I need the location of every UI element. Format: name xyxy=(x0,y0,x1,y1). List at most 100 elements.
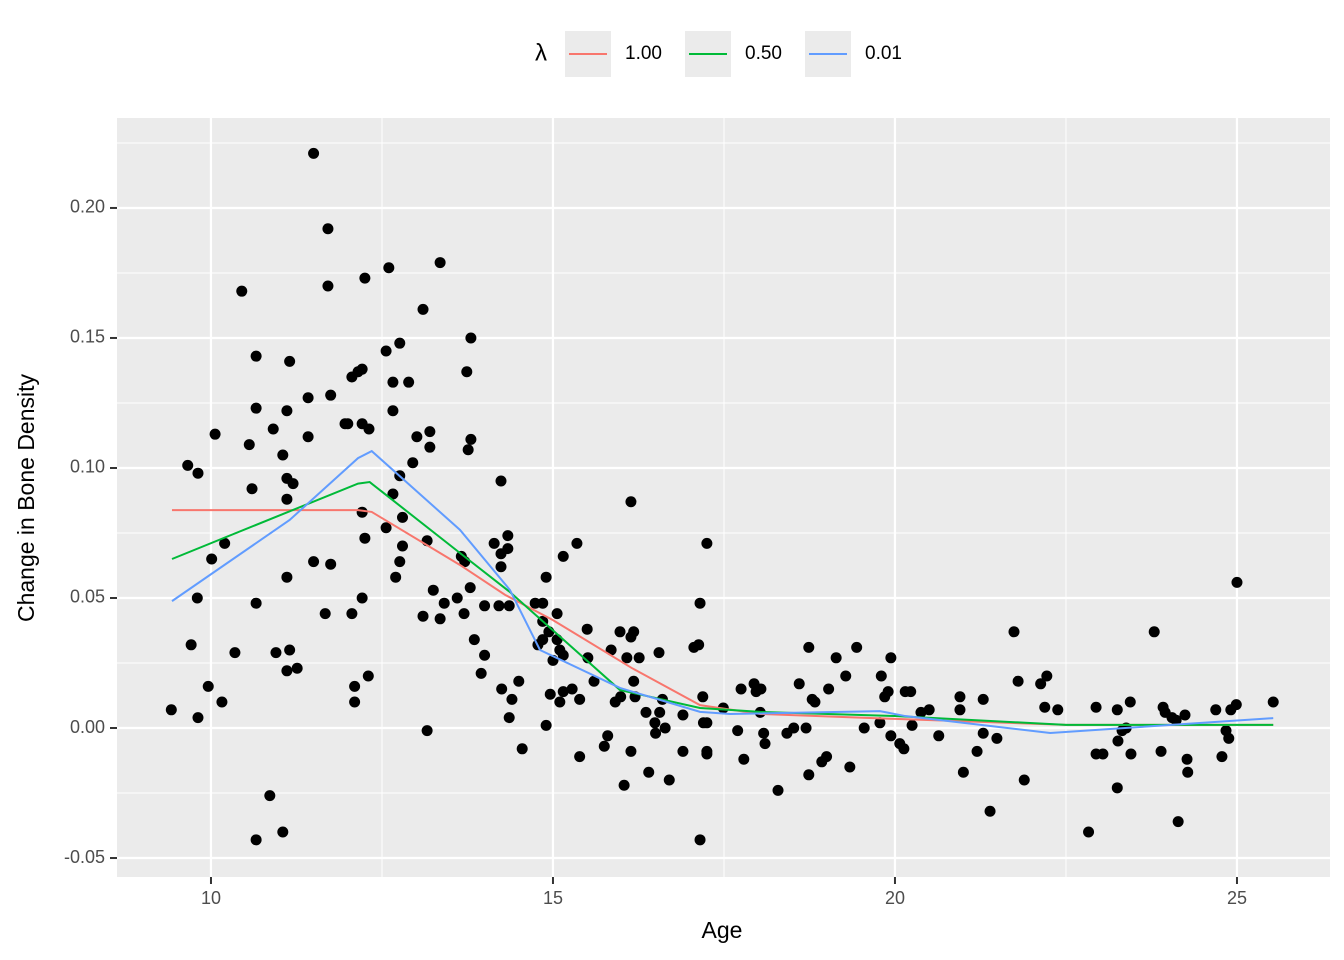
point xyxy=(363,423,375,435)
point xyxy=(346,608,358,620)
point xyxy=(653,647,665,659)
point xyxy=(380,522,392,534)
point xyxy=(571,537,583,549)
legend-title: λ xyxy=(535,39,547,66)
point xyxy=(495,475,507,487)
x-axis-title: Age xyxy=(702,917,743,943)
point xyxy=(434,613,446,625)
point xyxy=(468,634,480,646)
point xyxy=(380,345,392,357)
point xyxy=(479,600,491,612)
point xyxy=(458,608,470,620)
point xyxy=(984,805,996,817)
point xyxy=(302,431,314,443)
point xyxy=(202,680,214,692)
point xyxy=(349,680,361,692)
point xyxy=(809,696,821,708)
point xyxy=(1179,709,1191,721)
point xyxy=(516,743,528,755)
point xyxy=(250,350,262,362)
point xyxy=(362,670,374,682)
point xyxy=(529,597,541,609)
point xyxy=(621,652,633,664)
point xyxy=(1181,753,1193,765)
point xyxy=(342,418,354,430)
point xyxy=(465,433,477,445)
point xyxy=(793,678,805,690)
point xyxy=(206,553,218,565)
point xyxy=(659,722,671,734)
point xyxy=(281,493,293,505)
point xyxy=(758,727,770,739)
y-tick-label: 0.10 xyxy=(70,457,105,477)
point xyxy=(1111,782,1123,794)
y-tick-label: -0.05 xyxy=(64,847,105,867)
point xyxy=(229,647,241,659)
point xyxy=(1097,748,1109,760)
point xyxy=(185,639,197,651)
point xyxy=(1012,675,1024,687)
point xyxy=(885,730,897,742)
point xyxy=(1018,774,1030,786)
point xyxy=(250,597,262,609)
point xyxy=(971,745,983,757)
point xyxy=(325,558,337,570)
point xyxy=(349,696,361,708)
point xyxy=(1125,748,1137,760)
point xyxy=(1230,699,1242,711)
point xyxy=(390,571,402,583)
point xyxy=(735,683,747,695)
x-tick-label: 15 xyxy=(543,888,563,908)
point xyxy=(1052,704,1064,716)
point xyxy=(991,732,1003,744)
point xyxy=(537,634,549,646)
point xyxy=(319,608,331,620)
point xyxy=(308,556,320,568)
point xyxy=(427,584,439,596)
point xyxy=(625,496,637,508)
point xyxy=(701,717,713,729)
point xyxy=(397,540,409,552)
point xyxy=(875,670,887,682)
point xyxy=(933,730,945,742)
legend-label: 0.50 xyxy=(745,43,782,64)
point xyxy=(650,727,662,739)
point xyxy=(387,488,399,500)
point xyxy=(1231,576,1243,588)
point xyxy=(694,834,706,846)
point xyxy=(325,389,337,401)
point xyxy=(236,285,248,297)
point xyxy=(281,665,293,677)
point xyxy=(874,717,886,729)
point xyxy=(434,257,446,269)
point xyxy=(582,652,594,664)
point xyxy=(506,693,518,705)
point xyxy=(823,683,835,695)
point xyxy=(923,704,935,716)
point xyxy=(479,649,491,661)
point xyxy=(540,571,552,583)
point xyxy=(219,537,231,549)
point xyxy=(701,537,713,549)
point xyxy=(759,738,771,750)
point xyxy=(677,745,689,757)
point xyxy=(581,623,593,635)
point xyxy=(954,691,966,703)
point xyxy=(1210,704,1222,716)
point xyxy=(250,402,262,414)
point xyxy=(954,704,966,716)
point xyxy=(614,626,626,638)
point xyxy=(633,652,645,664)
point xyxy=(1083,826,1095,838)
point xyxy=(284,644,296,656)
point xyxy=(643,766,655,778)
point xyxy=(800,722,812,734)
smooth-line xyxy=(171,480,1274,726)
point xyxy=(625,745,637,757)
point xyxy=(1216,751,1228,763)
point xyxy=(977,727,989,739)
point xyxy=(602,730,614,742)
point xyxy=(905,686,917,698)
point xyxy=(403,376,415,388)
